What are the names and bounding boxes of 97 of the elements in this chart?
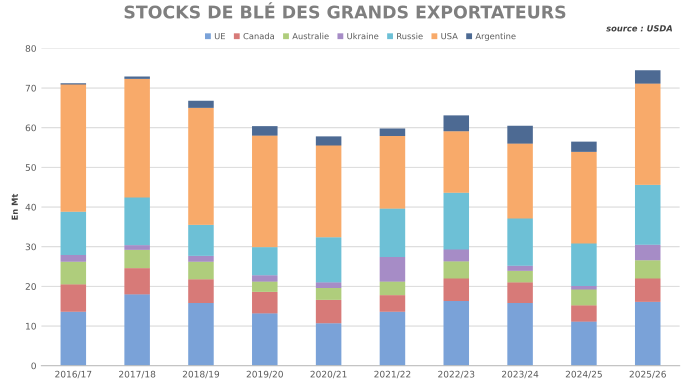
bar — [188, 100, 214, 108]
source-note: source : USDA — [606, 25, 672, 32]
bar — [60, 262, 86, 284]
bar — [60, 312, 86, 366]
bar — [507, 303, 533, 366]
legend-label: Australie — [292, 32, 329, 40]
bar — [571, 290, 597, 306]
x-tick-label: 2023/24 — [502, 370, 538, 378]
bar — [124, 268, 150, 294]
bar — [380, 128, 406, 136]
bar — [124, 198, 150, 246]
bar — [571, 152, 597, 244]
chart-title: STOCKS DE BLÉ DES GRANDS EXPORTATEURS — [124, 2, 566, 19]
bar — [444, 261, 470, 278]
x-tick-label: 2017/18 — [119, 370, 156, 378]
x-tick-label: 2021/22 — [374, 370, 410, 378]
bar — [252, 313, 278, 366]
bar — [316, 136, 342, 146]
bar — [380, 257, 406, 282]
bar — [188, 224, 214, 256]
y-tick-label: 50 — [26, 164, 36, 171]
bar — [571, 244, 597, 286]
bar — [380, 136, 406, 209]
bar — [380, 312, 406, 366]
bar — [60, 212, 86, 256]
bar — [634, 302, 660, 366]
bar — [252, 136, 278, 248]
legend-label: Canada — [244, 32, 274, 40]
bar — [444, 278, 470, 302]
bar — [252, 275, 278, 282]
bar — [188, 279, 214, 304]
bar — [444, 192, 470, 250]
bar — [507, 266, 533, 271]
bar — [507, 218, 533, 266]
bar — [634, 244, 660, 260]
bar — [444, 249, 470, 262]
bar — [507, 270, 533, 282]
bar — [380, 295, 406, 312]
y-tick-label: 40 — [25, 204, 36, 211]
bar — [316, 300, 342, 324]
bar — [571, 286, 597, 290]
y-tick-label: 60 — [26, 124, 36, 132]
bar — [634, 260, 660, 278]
legend-label: Ukraine — [347, 32, 378, 40]
y-tick-label: 20 — [26, 283, 36, 290]
x-tick-label: 2018/19 — [182, 370, 220, 378]
bar — [316, 282, 342, 288]
bar — [124, 250, 150, 268]
bar — [571, 305, 597, 322]
bar — [252, 247, 278, 276]
bar — [444, 131, 470, 193]
y-tick-label: 10 — [26, 322, 36, 330]
x-tick-label: 2020/21 — [310, 370, 347, 378]
legend-label: Argentine — [475, 32, 516, 41]
legend-label: Russie — [397, 32, 423, 40]
bar — [444, 115, 470, 132]
bar — [316, 237, 342, 282]
bar — [188, 108, 214, 225]
bar — [316, 323, 342, 366]
x-tick-label: 2025/26 — [630, 370, 666, 378]
bar — [634, 184, 660, 245]
bar — [60, 255, 86, 262]
y-tick-label: 30 — [26, 243, 36, 250]
x-tick-label: 2016/17 — [55, 370, 92, 378]
bar — [252, 292, 278, 314]
bar — [507, 126, 533, 144]
bar — [634, 84, 660, 185]
bar — [124, 78, 150, 198]
bar — [571, 322, 597, 366]
bar — [507, 144, 533, 219]
bar — [60, 284, 86, 312]
bar — [60, 84, 86, 212]
bar — [252, 126, 278, 136]
bar — [188, 303, 214, 366]
bar — [380, 282, 406, 296]
y-tick-label: 80 — [26, 45, 36, 52]
bar — [188, 262, 214, 280]
x-tick-label: 2019/20 — [246, 370, 283, 378]
bar — [124, 245, 150, 250]
bar — [252, 282, 278, 292]
bar — [571, 142, 597, 152]
bar — [634, 70, 660, 84]
y-tick-label: 0 — [31, 362, 36, 370]
x-tick-label: 2024/25 — [566, 370, 602, 378]
bar — [507, 282, 533, 304]
legend-label: UE — [214, 33, 225, 40]
y-axis-title: En Mt — [12, 194, 18, 220]
x-tick-label: 2022/23 — [438, 370, 474, 378]
bar — [316, 288, 342, 300]
bar — [124, 294, 150, 366]
bar — [634, 278, 660, 302]
bar — [188, 256, 214, 262]
bar — [444, 301, 470, 366]
bar — [316, 146, 342, 238]
y-tick-label: 70 — [26, 84, 36, 92]
legend-label: USA — [441, 32, 458, 40]
bar — [380, 208, 406, 258]
